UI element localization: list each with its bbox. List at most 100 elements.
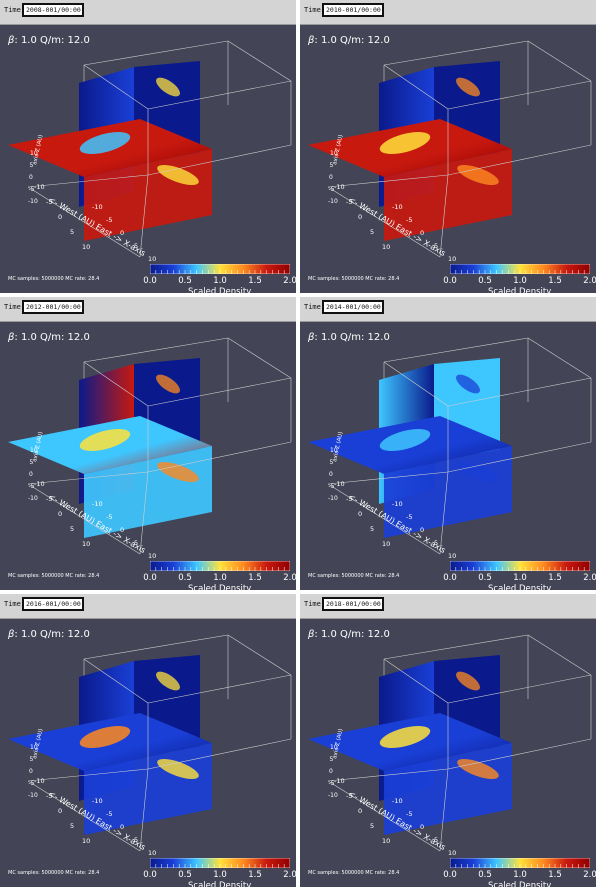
- box-edge: [227, 337, 292, 379]
- time-input[interactable]: 2014-001/00:00:00: [322, 300, 384, 314]
- colorbar-tick-label: 2.0: [583, 276, 596, 286]
- y-tick-label: -5: [346, 198, 352, 206]
- box-edge: [83, 40, 229, 66]
- colorbar-gradient: [450, 561, 590, 571]
- colorbar-ticks: 0.0 0.5 1.0 1.5 2.0: [443, 276, 596, 286]
- x-tick-label: -10: [392, 500, 403, 508]
- y-tick-label: 10: [82, 540, 90, 548]
- mc-samples-readout: MC samples: 5000000 MC rate: 28.4: [308, 573, 400, 579]
- render-view[interactable]: axis-Z (AU) 10 5 0 -5 -10 -10 -5 0 5 10 -10 -5 0 5 10 <-…: [0, 25, 296, 293]
- render-view[interactable]: axis-Z (AU) 10 5 0 -5 -10 -10 -5 0 5 10 -10 -5 0 5 10 <-…: [300, 322, 596, 590]
- beta-qm-text: : 1.0 Q/m: 12.0: [314, 629, 390, 640]
- z-tick-label: 5: [30, 162, 34, 169]
- box-edge: [83, 658, 149, 704]
- density-3d-scene[interactable]: axis-Z (AU)1050-5-10-10-50510-10-50510<-…: [300, 25, 596, 293]
- render-view[interactable]: axis-Z (AU) 10 5 0 -5 -10 -10 -5 0 5 10 -10 -5 0 5 10 <-…: [0, 619, 296, 887]
- density-feature: [379, 132, 431, 154]
- axis-line: [139, 768, 149, 852]
- colorbar-tick-label: 1.5: [248, 870, 262, 880]
- y-tick-label: -5: [346, 495, 352, 503]
- time-input[interactable]: 2012-001/00:00:00: [22, 300, 84, 314]
- mc-samples-readout: MC samples: 5000000 MC rate: 28.4: [308, 870, 400, 876]
- y-tick-label: 10: [82, 243, 90, 251]
- render-view[interactable]: axis-Z (AU) 10 5 0 -5 -10 -10 -5 0 5 10 -10 -5 0 5 10 <-…: [0, 322, 296, 590]
- y-tick-label: 5: [70, 525, 74, 533]
- x-tick-label: -5: [106, 513, 112, 521]
- time-input[interactable]: 2016-001/00:00:00: [22, 597, 84, 611]
- x-tick-label: 10: [448, 255, 456, 263]
- y-tick-label: -10: [34, 777, 45, 785]
- density-feature: [456, 77, 480, 97]
- density-3d-scene[interactable]: axis-Z (AU)1050-5-10-10-50510-10-50510<-…: [0, 25, 296, 293]
- y-tick-label: -5: [46, 198, 52, 206]
- time-input[interactable]: 2008-001/00:00:00: [22, 3, 84, 17]
- colorbar: [450, 858, 590, 868]
- x-tick-label: -5: [106, 216, 112, 224]
- axis-line: [439, 768, 449, 852]
- simulation-panel: Time: 2016-001/00:00:00 axis-Z (AU)1050-…: [0, 594, 296, 887]
- density-3d-scene[interactable]: axis-Z (AU)1050-5-10-10-50510-10-50510<-…: [0, 619, 296, 887]
- axis-line: [139, 174, 149, 258]
- time-input[interactable]: 2018-001/00:00:00: [322, 597, 384, 611]
- box-edge: [147, 144, 292, 176]
- density-feature: [157, 462, 199, 482]
- axis-line: [327, 768, 449, 782]
- time-label: Time:: [304, 6, 326, 14]
- beta-symbol: β: [308, 629, 315, 640]
- z-tick-label: 10: [330, 744, 338, 751]
- time-input[interactable]: 2010-001/00:00:00: [322, 3, 384, 17]
- render-view[interactable]: axis-Z (AU) 10 5 0 -5 -10 -10 -5 0 5 10 -10 -5 0 5 10 <-…: [300, 619, 596, 887]
- density-feature: [157, 165, 199, 185]
- time-label: Time:: [4, 6, 26, 14]
- y-tick-label: -5: [46, 792, 52, 800]
- y-tick-label: 5: [370, 822, 374, 830]
- time-toolbar: Time: 2018-001/00:00:00: [300, 594, 596, 619]
- density-feature: [79, 132, 131, 154]
- box-edge: [447, 441, 592, 473]
- time-toolbar: Time: 2008-001/00:00:00: [0, 0, 296, 25]
- axis-line: [439, 174, 449, 258]
- y-tick-label: 5: [370, 525, 374, 533]
- x-tick-label: 5: [134, 836, 138, 844]
- x-tick-label: 5: [434, 836, 438, 844]
- density-3d-scene[interactable]: axis-Z (AU)1050-5-10-10-50510-10-50510<-…: [0, 322, 296, 590]
- axis-line: [327, 186, 441, 258]
- box-edge: [383, 658, 449, 704]
- y-tick-label: 10: [382, 540, 390, 548]
- z-tick-label: 10: [330, 447, 338, 454]
- beta-qm-text: : 1.0 Q/m: 12.0: [14, 332, 90, 343]
- colorbar: [450, 561, 590, 571]
- colorbar-tick-label: 2.0: [283, 276, 296, 286]
- density-feature: [379, 429, 431, 451]
- x-tick-label: -5: [406, 216, 412, 224]
- box-edge: [527, 634, 592, 676]
- density-3d-scene[interactable]: axis-Z (AU)1050-5-10-10-50510-10-50510<-…: [300, 322, 596, 590]
- box-edge: [227, 634, 292, 676]
- beta-symbol: β: [8, 35, 15, 46]
- colorbar-ticks: 0.0 0.5 1.0 1.5 2.0: [143, 276, 296, 286]
- z-tick-label: 5: [330, 162, 334, 169]
- x-tick-label: 5: [134, 539, 138, 547]
- colorbar-tick-label: 1.5: [548, 573, 562, 583]
- colorbar-tick-label: 0.5: [478, 276, 492, 286]
- x-tick-label: 10: [148, 255, 156, 263]
- time-label: Time:: [4, 303, 26, 311]
- x-tick-label: -10: [92, 797, 103, 805]
- density-feature: [457, 759, 499, 779]
- time-toolbar: Time: 2016-001/00:00:00: [0, 594, 296, 619]
- box-edge: [447, 144, 592, 176]
- colorbar-tick-label: 0.5: [178, 870, 192, 880]
- colorbar-tick-label: 1.5: [248, 573, 262, 583]
- colorbar: [450, 264, 590, 274]
- x-tick-label: 5: [134, 242, 138, 250]
- z-tick-label: -5: [29, 483, 35, 490]
- simulation-panel: Time: 2018-001/00:00:00 axis-Z (AU)1050-…: [300, 594, 596, 887]
- simulation-panel: Time: 2012-001/00:00:00 axis-Z (AU)1050-…: [0, 297, 296, 590]
- density-3d-scene[interactable]: axis-Z (AU)1050-5-10-10-50510-10-50510<-…: [300, 619, 596, 887]
- y-tick-label: -10: [334, 480, 345, 488]
- render-view[interactable]: axis-Z (AU) 10 5 0 -5 -10 -10 -5 0 5 10 -10 -5 0 5 10 <-…: [300, 25, 596, 293]
- density-feature: [156, 671, 180, 691]
- box-edge: [83, 634, 229, 660]
- x-tick-label: -5: [406, 810, 412, 818]
